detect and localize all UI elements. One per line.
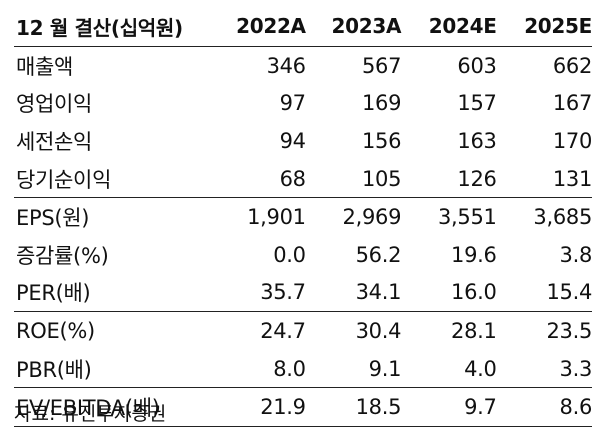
row-value: 3.8 <box>559 242 593 267</box>
row-label: ROE(%) <box>16 318 95 343</box>
row-label: EV/EBITDA(배) <box>16 396 160 421</box>
table-row: 당기순이익 68 105 126 131 <box>14 160 592 199</box>
row-value: 0.0 <box>273 242 306 267</box>
header-year-2022: 2022A <box>236 14 306 38</box>
table-row: 영업이익 97 169 157 167 <box>14 85 592 123</box>
row-value: 4.0 <box>464 356 497 381</box>
row-value: 662 <box>552 53 593 78</box>
header-year-2023: 2023A <box>331 14 402 38</box>
table-row: PER(배) 35.7 34.1 16.0 15.4 <box>14 274 592 313</box>
row-value: 167 <box>552 91 593 116</box>
table-row: 세전손익 94 156 163 170 <box>14 122 592 160</box>
table-row: EPS(원) 1,901 2,969 3,551 3,685 <box>14 198 592 236</box>
row-value: 94 <box>279 128 306 153</box>
row-value: 16.0 <box>451 280 497 305</box>
table-row: ROE(%) 24.7 30.4 28.1 23.5 <box>14 312 592 350</box>
row-value: 8.0 <box>273 356 306 381</box>
table-row: 매출액 346 567 603 662 <box>14 47 592 85</box>
table-row: EV/EBITDA(배) 21.9 18.5 9.7 8.6 <box>14 388 592 427</box>
row-value: 23.5 <box>546 318 593 343</box>
table-header-row: 12 월 결산(십억원) 2022A 2023A 2024E 2025E <box>14 6 592 47</box>
row-value: 169 <box>361 91 402 116</box>
table-row: PBR(배) 8.0 9.1 4.0 3.3 <box>14 350 592 389</box>
row-label: EPS(원) <box>16 206 90 231</box>
row-value: 603 <box>457 53 497 78</box>
row-value: 2,969 <box>342 205 402 230</box>
header-label: 12 월 결산(십억원) <box>16 15 183 40</box>
row-value: 28.1 <box>451 318 497 343</box>
row-label: 증감률(%) <box>16 243 109 268</box>
header-year-2024: 2024E <box>428 14 497 38</box>
row-value: 30.4 <box>355 318 402 343</box>
row-value: 9.1 <box>368 356 402 381</box>
row-value: 163 <box>457 128 497 153</box>
row-value: 35.7 <box>260 280 306 305</box>
row-value: 9.7 <box>464 395 497 420</box>
row-label: 당기순이익 <box>16 167 112 192</box>
row-value: 131 <box>552 166 593 191</box>
row-label: 매출액 <box>16 54 74 79</box>
row-value: 346 <box>266 53 306 78</box>
row-value: 19.6 <box>451 242 497 267</box>
row-value: 126 <box>457 166 497 191</box>
header-year-2025: 2025E <box>524 14 593 38</box>
row-value: 15.4 <box>546 280 593 305</box>
row-value: 567 <box>361 53 402 78</box>
row-value: 8.6 <box>559 395 593 420</box>
row-value: 56.2 <box>355 242 402 267</box>
row-value: 3,685 <box>533 205 593 230</box>
row-value: 97 <box>279 91 306 116</box>
row-label: 영업이익 <box>16 92 93 117</box>
row-value: 21.9 <box>260 395 306 420</box>
row-label: PBR(배) <box>16 357 92 382</box>
row-value: 1,901 <box>247 205 306 230</box>
row-value: 3,551 <box>437 205 497 230</box>
row-label: 세전손익 <box>16 129 93 154</box>
row-value: 105 <box>361 166 402 191</box>
row-value: 34.1 <box>355 280 402 305</box>
row-value: 156 <box>361 128 402 153</box>
row-value: 157 <box>457 91 497 116</box>
source-note: 자료: 유진투자증권 <box>14 403 167 425</box>
row-value: 68 <box>279 166 306 191</box>
row-value: 3.3 <box>559 356 593 381</box>
row-value: 18.5 <box>355 395 402 420</box>
table-row: 증감률(%) 0.0 56.2 19.6 3.8 <box>14 236 592 274</box>
financial-table: 12 월 결산(십억원) 2022A 2023A 2024E 2025E 매출액… <box>14 6 592 427</box>
row-value: 24.7 <box>260 318 306 343</box>
row-label: PER(배) <box>16 281 91 306</box>
row-value: 170 <box>552 128 593 153</box>
